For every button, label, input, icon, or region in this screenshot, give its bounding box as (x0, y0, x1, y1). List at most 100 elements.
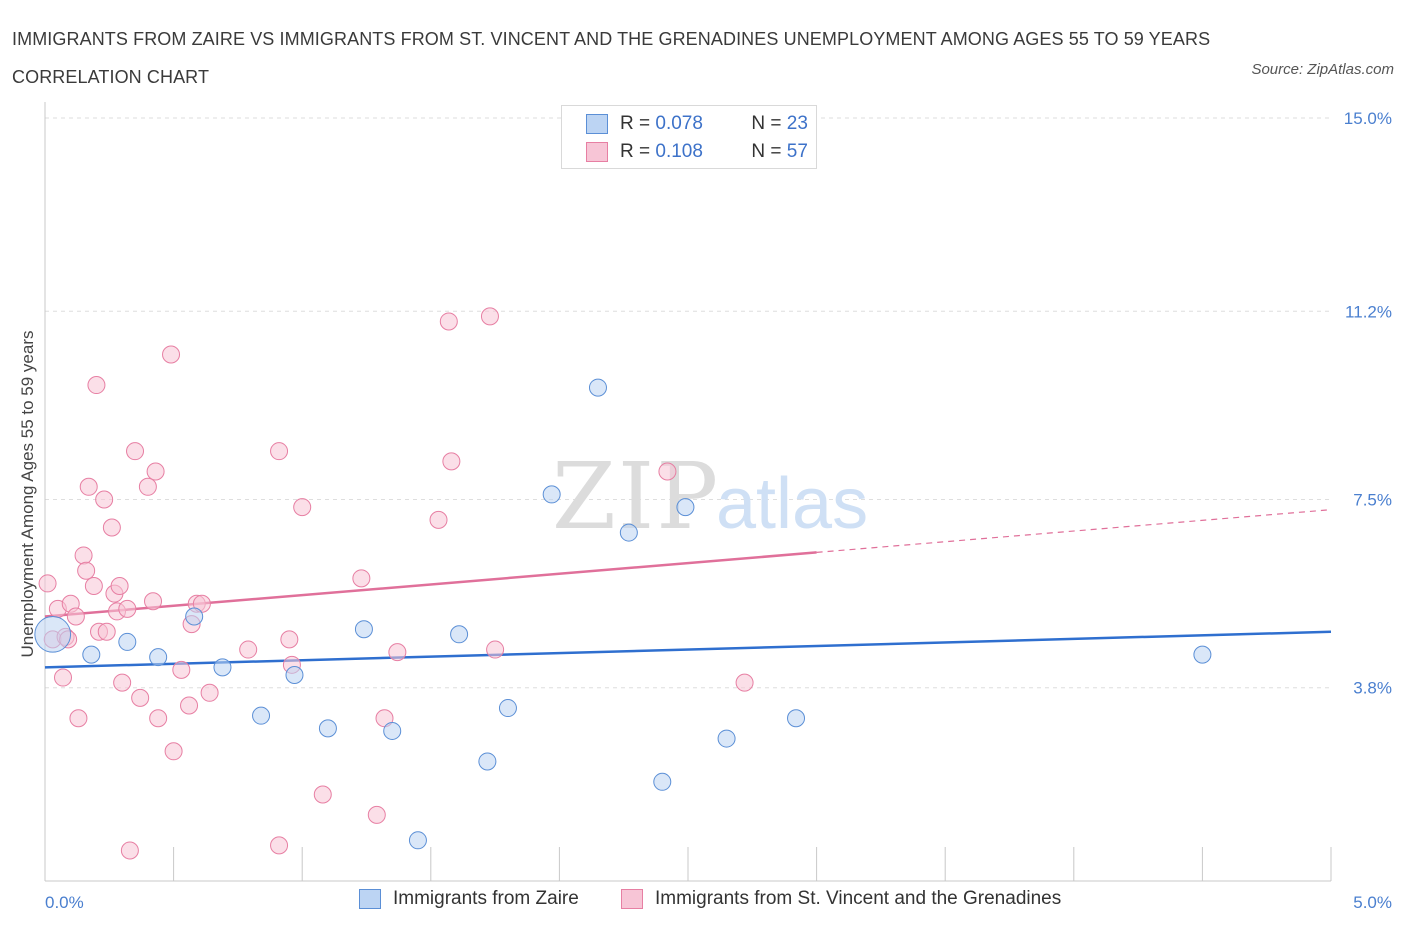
data-point (77, 561, 96, 580)
legend-n-value: 23 (786, 113, 808, 134)
data-point (270, 442, 289, 461)
data-point (293, 498, 312, 517)
legend-r-label: R = (620, 141, 651, 162)
series-swatch-stvincent (621, 889, 643, 909)
data-point (542, 485, 561, 504)
data-point (126, 442, 145, 461)
trend-lines (44, 509, 1332, 669)
legend-r-value: 0.078 (655, 113, 703, 134)
data-point (388, 643, 407, 662)
data-point (113, 673, 132, 692)
data-point (79, 477, 98, 496)
legend-swatch-zaire (586, 114, 608, 134)
data-point (69, 709, 88, 728)
data-point (442, 452, 461, 471)
trend-line-1 (44, 551, 817, 618)
trend-line-0 (44, 630, 1332, 669)
watermark-atlas: atlas (716, 464, 868, 544)
data-point (172, 660, 191, 679)
data-point (318, 719, 337, 738)
data-point (66, 607, 85, 626)
data-point (280, 630, 299, 649)
data-point (588, 378, 607, 397)
data-point (164, 742, 183, 761)
data-point (735, 673, 754, 692)
data-point (97, 622, 116, 641)
data-point (74, 546, 93, 565)
watermark: ZIP atlas (552, 443, 868, 550)
series-legend-stvincent: Immigrants from St. Vincent and the Gren… (621, 888, 1061, 910)
data-point (82, 645, 101, 664)
legend-n-label: N = (751, 141, 782, 162)
chart-title: IMMIGRANTS FROM ZAIRE VS IMMIGRANTS FROM… (12, 29, 1211, 87)
y-axis-title: Unemployment Among Ages 55 to 59 years (18, 331, 37, 658)
data-point (480, 307, 499, 326)
series-legend: Immigrants from Zaire Immigrants from St… (0, 888, 1406, 916)
data-point (120, 841, 139, 860)
data-point (478, 752, 497, 771)
data-point (787, 709, 806, 728)
data-point (213, 658, 232, 677)
data-point (54, 668, 73, 687)
data-point (498, 699, 517, 718)
stats-legend: R = 0.078 N = 23 R = 0.108 N = 57 (561, 105, 817, 169)
data-point (84, 576, 103, 595)
data-point (146, 462, 165, 481)
data-point (450, 625, 469, 644)
data-points (34, 307, 1212, 860)
x-tick-label: 0.0% (45, 893, 84, 912)
data-point (200, 683, 219, 702)
x-tick-label: 5.0% (1353, 893, 1392, 912)
data-point (239, 640, 258, 659)
data-point (486, 640, 505, 659)
legend-swatch-stvincent (586, 142, 608, 162)
data-point (439, 312, 458, 331)
data-point (429, 510, 448, 529)
data-point (149, 648, 168, 667)
legend-n-label: N = (751, 113, 782, 134)
legend-n-value: 57 (786, 141, 808, 162)
data-point (313, 785, 332, 804)
series-swatch-zaire (359, 889, 381, 909)
series-legend-zaire: Immigrants from Zaire (359, 888, 579, 910)
data-point (162, 345, 181, 364)
data-point (270, 836, 289, 855)
data-point (676, 498, 695, 517)
y-tick-label: 7.5% (1353, 491, 1392, 510)
data-point (87, 376, 106, 395)
data-point (285, 665, 304, 684)
data-point (102, 518, 121, 537)
gridlines (45, 117, 1331, 689)
data-point (149, 709, 168, 728)
source-label: Source: ZipAtlas.com (1251, 61, 1394, 78)
data-point (658, 462, 677, 481)
data-point (1193, 645, 1212, 664)
data-point (118, 632, 137, 651)
tick-labels: 15.0% 11.2% 7.5% 3.8% 0.0% 5.0% (45, 109, 1392, 912)
series-name-zaire: Immigrants from Zaire (393, 888, 579, 909)
axes (44, 102, 1332, 882)
legend-row-zaire: R = 0.078 N = 23 (586, 111, 808, 137)
series-name-stvincent: Immigrants from St. Vincent and the Gren… (655, 888, 1062, 909)
data-point (383, 721, 402, 740)
data-point (34, 615, 72, 653)
data-point (144, 592, 163, 611)
data-point (180, 696, 199, 715)
data-point (118, 599, 137, 618)
data-point (354, 620, 373, 639)
data-point (131, 688, 150, 707)
data-point (110, 576, 129, 595)
data-point (653, 772, 672, 791)
data-point (619, 523, 638, 542)
data-point (185, 607, 204, 626)
y-tick-label: 11.2% (1345, 302, 1392, 321)
legend-r-label: R = (620, 113, 651, 134)
data-point (252, 706, 271, 725)
data-point (38, 574, 57, 593)
trend-line-extension-1 (816, 509, 1332, 553)
data-point (408, 831, 427, 850)
y-tick-label: 3.8% (1353, 679, 1392, 698)
data-point (352, 569, 371, 588)
data-point (95, 490, 114, 509)
data-point (367, 805, 386, 824)
